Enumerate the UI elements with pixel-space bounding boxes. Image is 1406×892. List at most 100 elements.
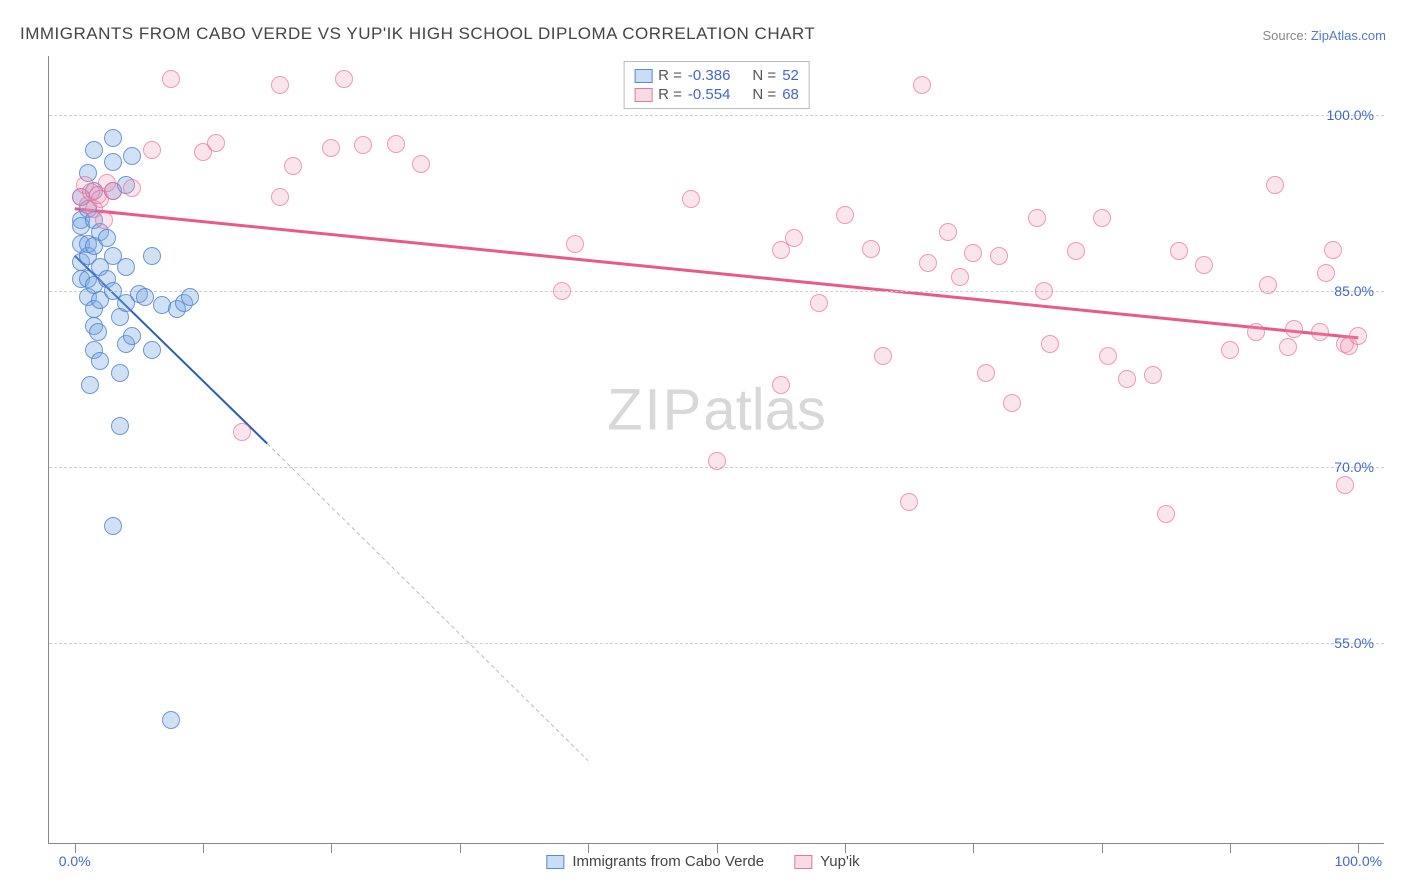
x-tick-label: 0.0% [59, 853, 91, 869]
data-point [91, 352, 109, 370]
trend-lines [49, 56, 1384, 843]
watermark-zip: ZIP [607, 378, 703, 443]
data-point [1266, 176, 1284, 194]
data-point [104, 517, 122, 535]
x-tick [588, 843, 589, 853]
y-tick-label: 85.0% [1334, 283, 1374, 299]
source-attribution: Source: ZipAtlas.com [1262, 28, 1386, 43]
data-point [1247, 323, 1265, 341]
data-point [143, 141, 161, 159]
gridline [49, 115, 1384, 116]
data-point [335, 70, 353, 88]
data-point [1144, 366, 1162, 384]
source-link[interactable]: ZipAtlas.com [1311, 28, 1386, 43]
data-point [284, 157, 302, 175]
data-point [111, 364, 129, 382]
legend-item-blue: Immigrants from Cabo Verde [546, 853, 764, 870]
swatch-pink-icon [794, 855, 812, 869]
x-tick-label: 100.0% [1335, 853, 1382, 869]
x-tick [1102, 843, 1103, 853]
data-point [136, 288, 154, 306]
data-point [271, 188, 289, 206]
data-point [1221, 341, 1239, 359]
data-point [1157, 505, 1175, 523]
legend-label-pink: Yup'ik [820, 853, 860, 870]
watermark: ZIPatlas [607, 377, 826, 444]
data-point [913, 76, 931, 94]
n-value-blue: 52 [782, 67, 799, 84]
data-point [553, 282, 571, 300]
data-point [1311, 323, 1329, 341]
data-point [95, 211, 113, 229]
x-tick [845, 843, 846, 853]
data-point [919, 254, 937, 272]
data-point [387, 135, 405, 153]
data-point [772, 376, 790, 394]
swatch-pink-icon [634, 88, 652, 102]
data-point [682, 190, 700, 208]
chart-container: IMMIGRANTS FROM CABO VERDE VS YUP'IK HIG… [0, 0, 1406, 892]
data-point [1279, 338, 1297, 356]
data-point [1324, 241, 1342, 259]
data-point [85, 141, 103, 159]
data-point [162, 711, 180, 729]
data-point [900, 493, 918, 511]
bottom-legend: Immigrants from Cabo Verde Yup'ik [546, 853, 859, 870]
legend-item-pink: Yup'ik [794, 853, 860, 870]
gridline [49, 643, 1384, 644]
x-tick [203, 843, 204, 853]
y-tick-label: 55.0% [1334, 635, 1374, 651]
x-tick [1358, 843, 1359, 853]
data-point [1195, 256, 1213, 274]
r-label: R = [658, 67, 682, 84]
x-tick [1230, 843, 1231, 853]
data-point [1170, 242, 1188, 260]
r-value-blue: -0.386 [688, 67, 731, 84]
data-point [89, 323, 107, 341]
x-tick [973, 843, 974, 853]
data-point [143, 341, 161, 359]
data-point [708, 452, 726, 470]
plot-area: ZIPatlas R = -0.386 N = 52 R = -0.554 N … [48, 56, 1384, 844]
corr-row-pink: R = -0.554 N = 68 [634, 85, 799, 104]
data-point [123, 327, 141, 345]
data-point [1336, 476, 1354, 494]
data-point [104, 153, 122, 171]
data-point [181, 288, 199, 306]
gridline [49, 291, 1384, 292]
data-point [322, 139, 340, 157]
swatch-blue-icon [634, 69, 652, 83]
data-point [874, 347, 892, 365]
data-point [1067, 242, 1085, 260]
data-point [207, 134, 225, 152]
data-point [117, 258, 135, 276]
data-point [785, 229, 803, 247]
data-point [964, 244, 982, 262]
data-point [123, 179, 141, 197]
data-point [1035, 282, 1053, 300]
data-point [1093, 209, 1111, 227]
data-point [1041, 335, 1059, 353]
data-point [98, 229, 116, 247]
data-point [810, 294, 828, 312]
data-point [162, 70, 180, 88]
data-point [1317, 264, 1335, 282]
corr-row-blue: R = -0.386 N = 52 [634, 66, 799, 85]
data-point [1285, 320, 1303, 338]
r-value-pink: -0.554 [688, 86, 731, 103]
r-label: R = [658, 86, 682, 103]
data-point [412, 155, 430, 173]
data-point [566, 235, 584, 253]
data-point [104, 129, 122, 147]
watermark-atlas: atlas [703, 378, 826, 443]
x-tick [75, 843, 76, 853]
source-prefix: Source: [1262, 28, 1310, 43]
legend-label-blue: Immigrants from Cabo Verde [572, 853, 764, 870]
chart-title: IMMIGRANTS FROM CABO VERDE VS YUP'IK HIG… [20, 24, 815, 44]
data-point [1003, 394, 1021, 412]
data-point [104, 182, 122, 200]
y-tick-label: 70.0% [1334, 459, 1374, 475]
data-point [862, 240, 880, 258]
correlation-legend: R = -0.386 N = 52 R = -0.554 N = 68 [623, 61, 810, 109]
x-tick [717, 843, 718, 853]
